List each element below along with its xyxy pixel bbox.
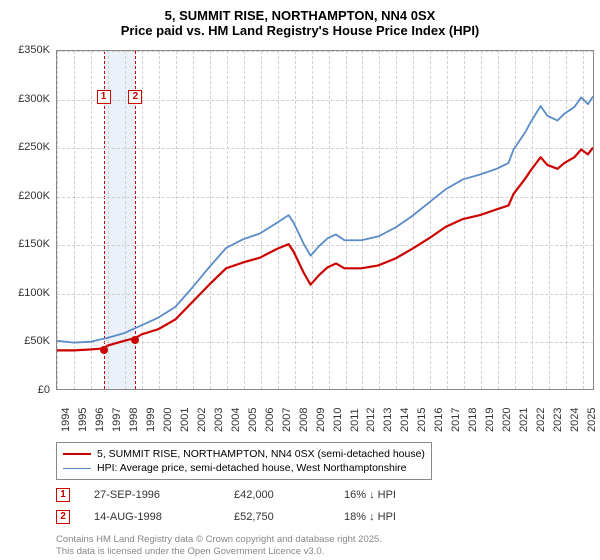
legend-row: HPI: Average price, semi-detached house,… — [63, 461, 425, 475]
x-tick-label: 2010 — [332, 408, 344, 432]
legend-swatch — [63, 453, 91, 455]
x-tick-label: 2015 — [416, 408, 428, 432]
copyright-line2: This data is licensed under the Open Gov… — [56, 546, 594, 558]
x-tick-label: 1999 — [145, 408, 157, 432]
x-tick-label: 2002 — [196, 408, 208, 432]
x-tick-label: 2004 — [230, 408, 242, 432]
x-tick-label: 2007 — [281, 408, 293, 432]
y-tick-label: £0 — [38, 384, 50, 396]
sale-marker-dot — [100, 346, 108, 354]
sale-marker-index: 2 — [128, 90, 142, 104]
chart-title-block: 5, SUMMIT RISE, NORTHAMPTON, NN4 0SX Pri… — [0, 0, 600, 38]
x-tick-label: 2013 — [382, 408, 394, 432]
x-tick-label: 1994 — [60, 408, 72, 432]
x-tick-label: 2025 — [586, 408, 598, 432]
x-tick-label: 2000 — [162, 408, 174, 432]
copyright-block: Contains HM Land Registry data © Crown c… — [56, 534, 594, 559]
x-tick-label: 2014 — [399, 408, 411, 432]
x-tick-label: 2006 — [264, 408, 276, 432]
x-tick-label: 2016 — [433, 408, 445, 432]
y-tick-label: £200K — [18, 190, 50, 202]
x-tick-label: 2001 — [179, 408, 191, 432]
x-tick-label: 2009 — [315, 408, 327, 432]
x-tick-label: 2024 — [569, 408, 581, 432]
legend-row: 5, SUMMIT RISE, NORTHAMPTON, NN4 0SX (se… — [63, 447, 425, 461]
plot-area-wrap: 12 — [56, 50, 594, 390]
sale-index-box: 2 — [56, 510, 70, 524]
x-tick-label: 2011 — [349, 408, 361, 432]
x-tick-label: 1998 — [128, 408, 140, 432]
x-tick-label: 1997 — [111, 408, 123, 432]
x-tick-label: 2023 — [552, 408, 564, 432]
sale-marker-dot — [131, 336, 139, 344]
y-tick-label: £150K — [18, 238, 50, 250]
x-tick-label: 2018 — [467, 408, 479, 432]
x-tick-label: 2019 — [484, 408, 496, 432]
legend-label: 5, SUMMIT RISE, NORTHAMPTON, NN4 0SX (se… — [97, 448, 425, 460]
x-tick-label: 2005 — [247, 408, 259, 432]
sale-delta: 18% ↓ HPI — [344, 511, 464, 523]
sale-row: 2 14-AUG-1998£52,75018% ↓ HPI — [56, 510, 594, 524]
bottom-panel: 5, SUMMIT RISE, NORTHAMPTON, NN4 0SX (se… — [56, 442, 594, 559]
x-tick-label: 2022 — [535, 408, 547, 432]
y-tick-label: £350K — [18, 44, 50, 56]
copyright-line1: Contains HM Land Registry data © Crown c… — [56, 534, 594, 546]
legend-box: 5, SUMMIT RISE, NORTHAMPTON, NN4 0SX (se… — [56, 442, 432, 480]
x-tick-label: 2020 — [501, 408, 513, 432]
chart-container: 5, SUMMIT RISE, NORTHAMPTON, NN4 0SX Pri… — [0, 0, 600, 560]
legend-swatch — [63, 468, 91, 469]
x-tick-label: 2021 — [518, 408, 530, 432]
x-tick-label: 2012 — [365, 408, 377, 432]
sales-table: 1 27-SEP-1996£42,00016% ↓ HPI 2 14-AUG-1998… — [56, 488, 594, 524]
y-tick-label: £100K — [18, 287, 50, 299]
y-tick-label: £300K — [18, 93, 50, 105]
x-tick-label: 1996 — [94, 408, 106, 432]
series-line — [57, 96, 593, 342]
x-tick-label: 2003 — [213, 408, 225, 432]
sale-index-box: 1 — [56, 488, 70, 502]
sale-date: 14-AUG-1998 — [94, 511, 234, 523]
sale-price: £42,000 — [234, 489, 344, 501]
x-tick-label: 2017 — [450, 408, 462, 432]
chart-title-line2: Price paid vs. HM Land Registry's House … — [0, 23, 600, 38]
sale-marker-index: 1 — [97, 90, 111, 104]
chart-title-line1: 5, SUMMIT RISE, NORTHAMPTON, NN4 0SX — [0, 8, 600, 23]
sale-delta: 16% ↓ HPI — [344, 489, 464, 501]
sale-date: 27-SEP-1996 — [94, 489, 234, 501]
series-line — [57, 148, 593, 351]
plot-area: 12 — [56, 50, 594, 390]
y-axis: £0£50K£100K£150K£200K£250K£300K£350K — [0, 50, 54, 390]
x-tick-label: 1995 — [77, 408, 89, 432]
sale-price: £52,750 — [234, 511, 344, 523]
legend-label: HPI: Average price, semi-detached house,… — [97, 462, 407, 474]
x-axis: 1994 1995 1996 1997 1998 1999 2000 2001 2002 2003… — [56, 392, 594, 442]
x-tick-label: 2008 — [298, 408, 310, 432]
sale-row: 1 27-SEP-1996£42,00016% ↓ HPI — [56, 488, 594, 502]
y-tick-label: £50K — [24, 335, 50, 347]
y-tick-label: £250K — [18, 141, 50, 153]
